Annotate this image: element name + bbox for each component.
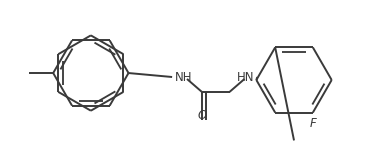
Text: F: F <box>309 117 316 130</box>
Text: HN: HN <box>237 71 254 84</box>
Text: O: O <box>197 109 206 122</box>
Text: NH: NH <box>175 71 193 84</box>
